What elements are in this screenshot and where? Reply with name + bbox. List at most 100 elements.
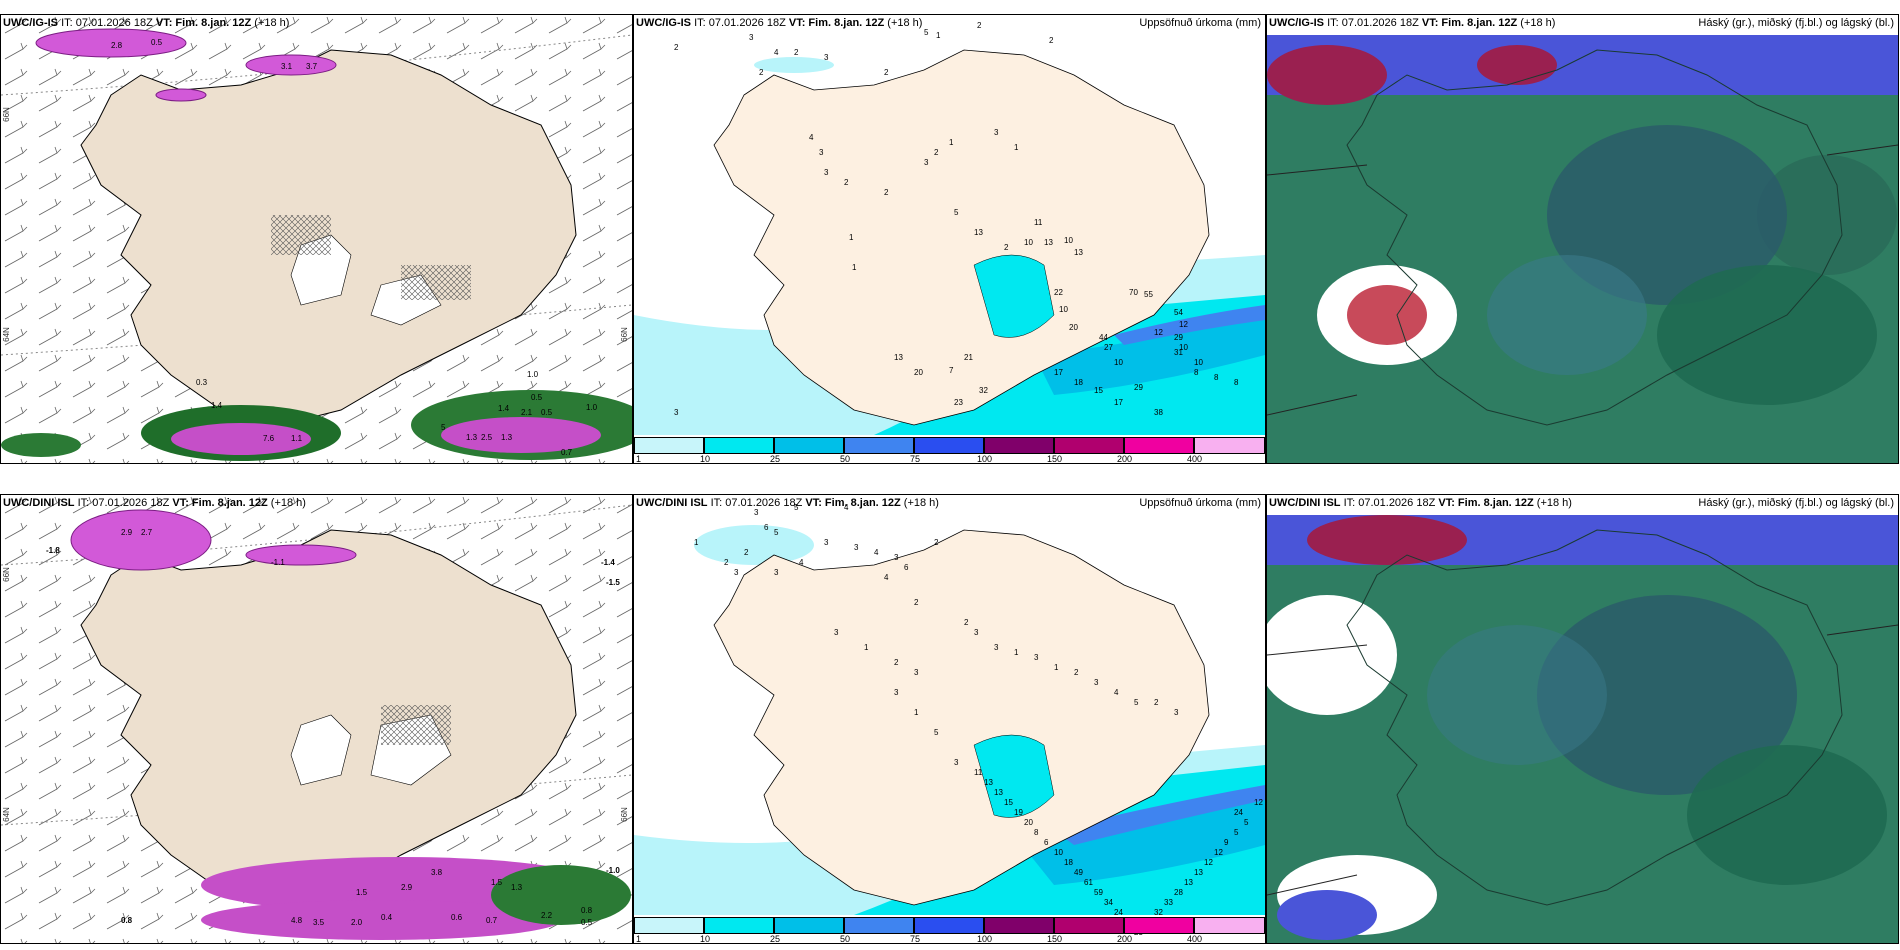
- precip-value-label: 1: [864, 643, 869, 652]
- precip-value-label: 3: [754, 508, 759, 517]
- precip-value-label: 18: [1074, 378, 1083, 387]
- precip-value-label: 12: [1154, 328, 1163, 337]
- panel-title: UWC/IG-IS IT: 07.01.2026 18Z VT: Fim. 8.…: [1269, 17, 1556, 29]
- precip-value-label: 2: [724, 558, 729, 567]
- legend-label: 1: [636, 934, 642, 944]
- panel-title: UWC/IG-IS IT: 07.01.2026 18Z VT: Fim. 8.…: [636, 17, 923, 29]
- legend-label: 25: [770, 934, 781, 944]
- precip-value-label: 59: [1094, 888, 1103, 897]
- lat-label: 66N: [619, 327, 629, 342]
- overlay-label: 2.5: [481, 433, 493, 442]
- lat-label: 64N: [1, 807, 11, 822]
- precip-value-label: 5: [1244, 818, 1249, 827]
- precip-value-label: 24: [1234, 808, 1243, 817]
- legend-label: 75: [910, 454, 921, 464]
- precip-value-label: 2: [1004, 243, 1009, 252]
- precip-value-label: 44: [1099, 333, 1108, 342]
- precip-value-label: 2: [934, 148, 939, 157]
- legend-swatch: [774, 437, 844, 454]
- precip-value-label: 19: [1014, 808, 1023, 817]
- precip-value-label: 3: [994, 643, 999, 652]
- precip-value-label: 55: [1144, 290, 1153, 299]
- precip-value-label: 3: [834, 628, 839, 637]
- precip-value-label: 13: [994, 788, 1003, 797]
- panel-field-title: Uppsöfnuð úrkoma (mm): [1139, 17, 1261, 29]
- precip-value-label: 4: [774, 48, 779, 57]
- precip-value-label: 1: [852, 263, 857, 272]
- legend-swatch: [704, 437, 774, 454]
- panel-title: UWC/DINI ISL IT: 07.01.2026 18Z VT: Fim.…: [3, 497, 306, 509]
- precip-value-label: 5: [1234, 828, 1239, 837]
- precip-value-label: 2: [674, 43, 679, 52]
- precip-value-label: 3: [894, 553, 899, 562]
- precip-value-label: 13: [1074, 248, 1083, 257]
- precip-value-label: 5: [794, 503, 799, 512]
- precip-value-label: 3: [819, 148, 824, 157]
- precip-value-label: 2: [1154, 698, 1159, 707]
- legend-label: 200: [1117, 454, 1133, 464]
- legend-label: 150: [1047, 454, 1063, 464]
- overlay-label: 2.0: [351, 918, 363, 927]
- precip-value-label: 1: [949, 138, 954, 147]
- precip-value-label: 10: [1024, 238, 1033, 247]
- precip-value-label: 3: [774, 568, 779, 577]
- precip-value-label: 1: [694, 538, 699, 547]
- precip-value-label: 4: [844, 503, 849, 512]
- precip-value-label: 54: [1174, 308, 1183, 317]
- legend-label: 75: [910, 934, 921, 944]
- precip-value-label: 4: [884, 573, 889, 582]
- legend-label: 25: [770, 454, 781, 464]
- lat-label: 66N: [1, 107, 11, 122]
- legend-label: 400: [1187, 454, 1203, 464]
- overlay-label: 2.9: [401, 883, 413, 892]
- lat-label: 66N: [619, 807, 629, 822]
- precip-legend: 1 10 25 50 75 100 150 200 400: [634, 437, 1265, 463]
- legend-label: 200: [1117, 934, 1133, 944]
- overlay-label: 0.7: [561, 448, 573, 457]
- legend-swatch: [774, 917, 844, 934]
- precip-value-label: 13: [1194, 868, 1203, 877]
- panel-title: UWC/DINI ISL IT: 07.01.2026 18Z VT: Fim.…: [1269, 497, 1572, 509]
- overlay-label: -1.5: [606, 578, 620, 587]
- precip-value-label: 3: [894, 688, 899, 697]
- overlay-label: 2.1: [521, 408, 533, 417]
- precip-value-label: 2: [794, 48, 799, 57]
- overlay-label: 1.3: [466, 433, 478, 442]
- precip-value-label: 34: [1104, 898, 1113, 907]
- legend-swatch: [634, 437, 704, 454]
- precip-value-label: 4: [874, 548, 879, 557]
- precip-value-label: 23: [954, 398, 963, 407]
- legend-swatch: [914, 917, 984, 934]
- precip-value-label: 2: [1049, 36, 1054, 45]
- overlay-label: 0.5: [531, 393, 543, 402]
- overlay-label: 5: [441, 423, 446, 432]
- precip-value-label: 3: [994, 128, 999, 137]
- legend-label: 150: [1047, 934, 1063, 944]
- precip-value-label: 7: [949, 366, 954, 375]
- overlay-label: 1.3: [511, 883, 523, 892]
- precip-value-label: 3: [749, 33, 754, 42]
- overlay-label: 3.7: [306, 62, 318, 71]
- precip-value-label: 5: [774, 528, 779, 537]
- precip-value-label: 4: [799, 558, 804, 567]
- precip-value-label: 17: [1114, 398, 1123, 407]
- precip-value-label: 3: [734, 568, 739, 577]
- cloud-cover-map: [1267, 515, 1898, 943]
- precip-value-label: 3: [924, 158, 929, 167]
- overlay-label: 3.5: [313, 918, 325, 927]
- precip-value-label: 6: [904, 563, 909, 572]
- precip-value-label: 10: [1054, 848, 1063, 857]
- legend-swatch: [1054, 437, 1124, 454]
- legend-swatch: [1194, 437, 1265, 454]
- precip-value-label: 20: [914, 368, 923, 377]
- precip-value-label: 20: [1024, 818, 1033, 827]
- panel-top-right-cloud-map: UWC/IG-IS IT: 07.01.2026 18Z VT: Fim. 8.…: [1266, 14, 1899, 464]
- precip-value-label: 1: [914, 708, 919, 717]
- precip-value-label: 2: [964, 618, 969, 627]
- legend-label: 10: [700, 454, 711, 464]
- precip-value-label: 2: [744, 548, 749, 557]
- panel-bot-right-cloud-map: UWC/DINI ISL IT: 07.01.2026 18Z VT: Fim.…: [1266, 494, 1899, 944]
- lat-label: 66N: [1, 567, 11, 582]
- overlay-label: 2.8: [111, 41, 123, 50]
